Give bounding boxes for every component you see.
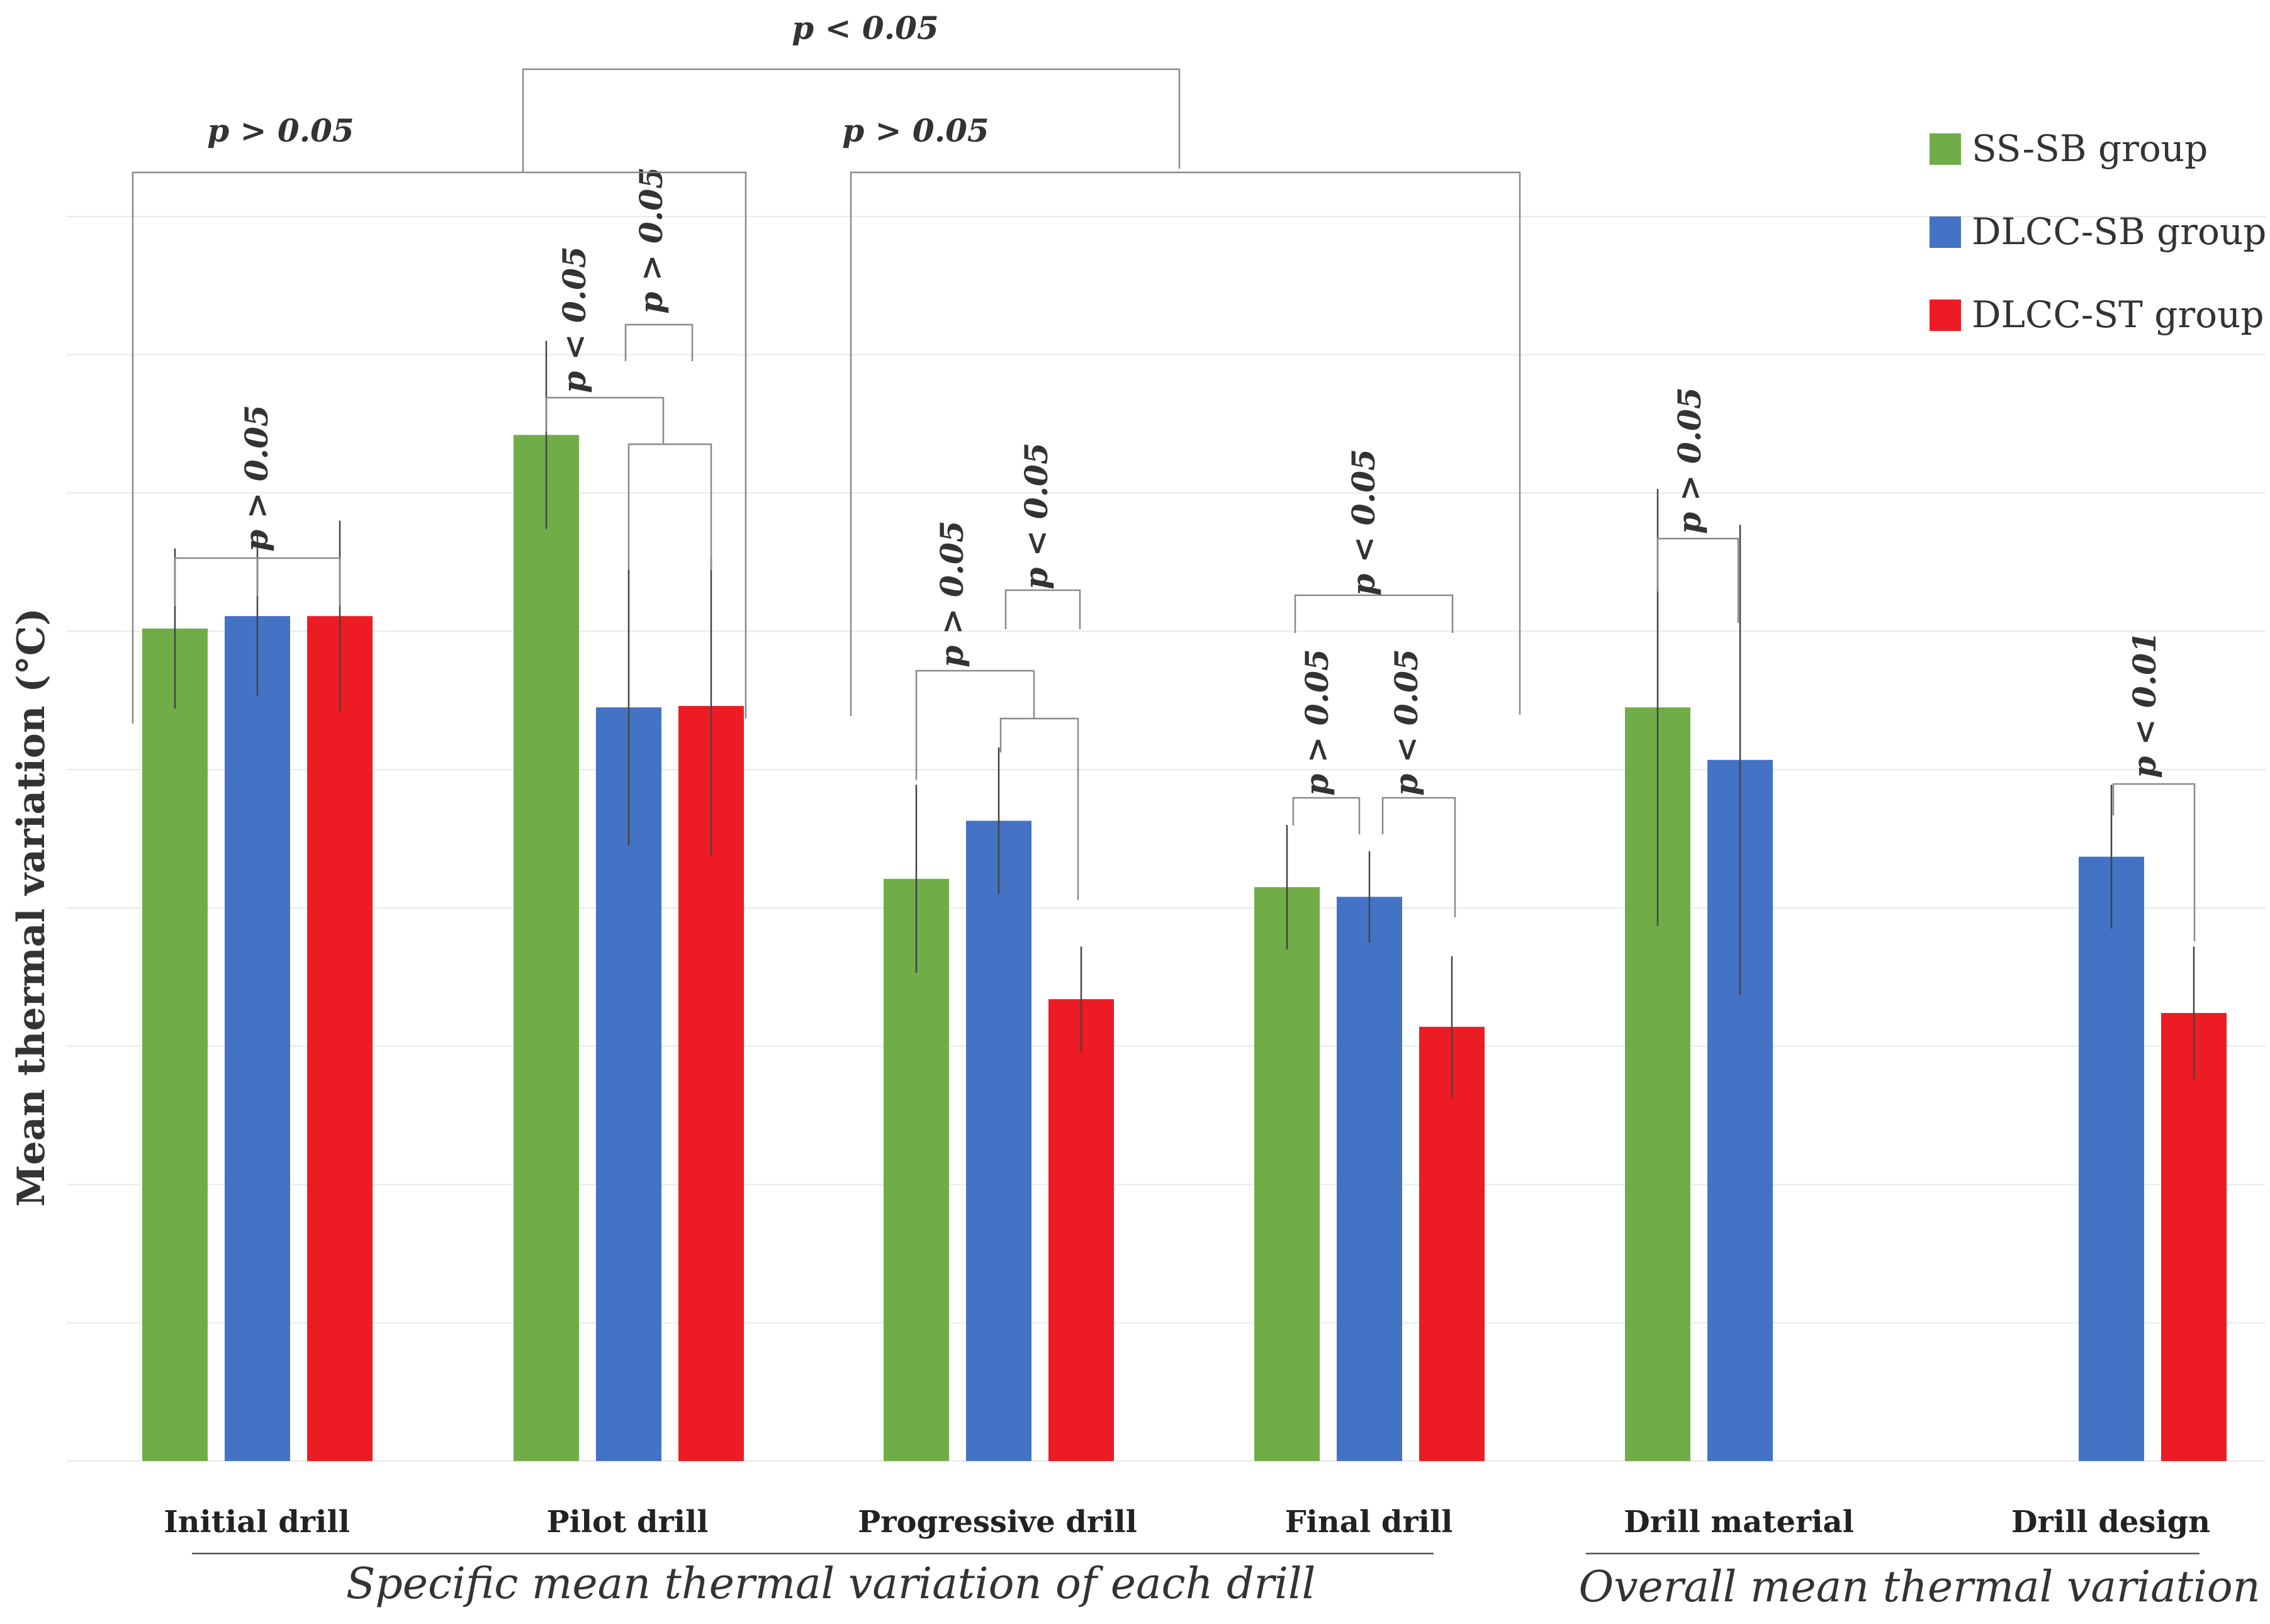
category-label: Final drill bbox=[1285, 1504, 1453, 1540]
significance-label: p < 0.05 bbox=[556, 246, 593, 393]
legend-label: DLCC-ST group bbox=[1972, 293, 2264, 336]
significance-label: p > 0.05 bbox=[632, 167, 670, 313]
category-label: Progressive drill bbox=[858, 1504, 1137, 1540]
bar-dlcc-sb-group-drill-design bbox=[2079, 856, 2144, 1461]
legend-label: DLCC-SB group bbox=[1972, 210, 2266, 253]
significance-bracket bbox=[1292, 797, 1361, 834]
significance-label: p > 0.05 bbox=[933, 520, 970, 667]
significance-bracket bbox=[850, 171, 1521, 716]
significance-bracket bbox=[627, 443, 712, 570]
significance-bracket bbox=[2112, 783, 2196, 941]
significance-label: p < 0.05 bbox=[1018, 442, 1055, 589]
significance-bracket bbox=[624, 323, 694, 361]
bar-dlcc-st-group-initial-drill bbox=[307, 616, 373, 1462]
significance-label: p < 0.01 bbox=[2126, 631, 2163, 778]
category-label: Pilot drill bbox=[546, 1504, 708, 1540]
category-label: Drill design bbox=[2011, 1504, 2210, 1540]
group-label: Specific mean thermal variation of each … bbox=[346, 1559, 1316, 1609]
significance-bracket bbox=[1656, 537, 1739, 623]
significance-bracket bbox=[999, 717, 1079, 900]
bar-dlcc-st-group-drill-design bbox=[2161, 1012, 2227, 1461]
significance-label: p > 0.05 bbox=[842, 112, 989, 149]
significance-label: p < 0.05 bbox=[1345, 449, 1382, 595]
significance-label: p > 0.05 bbox=[207, 112, 354, 149]
y-axis-label: Mean thermal variation (°C) bbox=[9, 608, 53, 1207]
significance-bracket bbox=[522, 68, 1181, 172]
significance-bracket bbox=[1294, 594, 1454, 633]
significance-bracket bbox=[1381, 797, 1456, 917]
significance-bracket bbox=[915, 669, 1034, 780]
bar-ss-sb-group-final-drill bbox=[1254, 887, 1320, 1461]
significance-bracket bbox=[1004, 589, 1081, 629]
bar-ss-sb-group-initial-drill bbox=[142, 628, 208, 1462]
significance-label: p < 0.05 bbox=[1388, 649, 1425, 795]
legend-swatch bbox=[1930, 300, 1961, 331]
group-label: Overall mean thermal variation bbox=[1578, 1562, 2260, 1612]
significance-label: p > 0.05 bbox=[1671, 387, 1708, 534]
significance-bracket bbox=[545, 396, 665, 444]
category-label: Drill material bbox=[1624, 1504, 1854, 1540]
bar-ss-sb-group-pilot-drill bbox=[514, 435, 579, 1461]
legend-label: SS-SB group bbox=[1972, 127, 2208, 170]
legend-swatch bbox=[1930, 133, 1961, 165]
significance-label: p < 0.05 bbox=[792, 9, 938, 47]
significance-label: p > 0.05 bbox=[238, 405, 275, 551]
legend-swatch bbox=[1930, 216, 1961, 248]
significance-bracket bbox=[174, 557, 341, 606]
significance-label: p > 0.05 bbox=[1298, 649, 1335, 795]
bar-dlcc-sb-group-initial-drill bbox=[225, 616, 290, 1462]
bar-dlcc-st-group-progressive-drill bbox=[1048, 999, 1114, 1461]
bar-ss-sb-group-progressive-drill bbox=[884, 878, 949, 1461]
category-label: Initial drill bbox=[164, 1504, 350, 1540]
bar-dlcc-st-group-final-drill bbox=[1419, 1026, 1485, 1461]
bar-dlcc-sb-group-progressive-drill bbox=[966, 820, 1031, 1461]
bar-dlcc-sb-group-final-drill bbox=[1337, 897, 1402, 1461]
significance-bracket bbox=[132, 171, 747, 724]
